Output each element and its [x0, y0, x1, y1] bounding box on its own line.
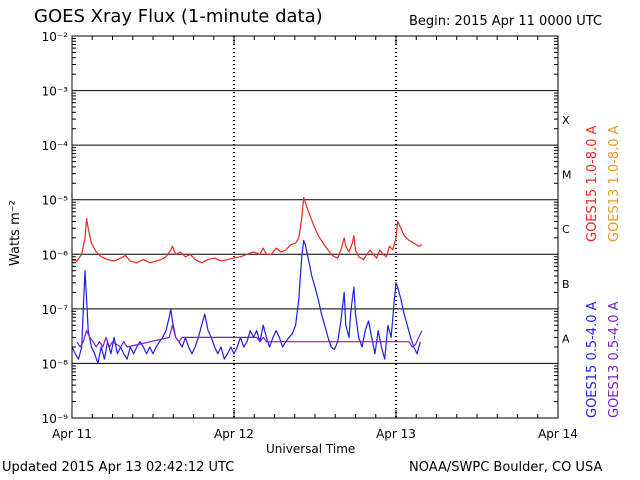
flare-class-label: M [562, 169, 572, 182]
x-tick-label: Apr 12 [214, 427, 254, 441]
x-axis-label: Universal Time [266, 442, 356, 456]
legend-entry: GOES13 0.5-4.0 A [607, 301, 622, 418]
credit-text: NOAA/SWPC Boulder, CO USA [409, 460, 603, 475]
x-tick-label: Apr 13 [376, 427, 416, 441]
y-tick-label: 10⁻⁸ [42, 357, 69, 371]
x-tick-label: Apr 11 [52, 427, 92, 441]
y-tick-label: 10⁻⁷ [42, 303, 69, 317]
chart-title: GOES Xray Flux (1-minute data) [34, 6, 323, 27]
flare-class-labels: X M C B A [562, 114, 572, 345]
legend-entry: GOES15 1.0-8.0 A [585, 125, 600, 242]
y-tick-label: 10⁻⁴ [42, 139, 69, 153]
grid-lines [72, 36, 558, 418]
flare-class-label: C [562, 223, 570, 236]
flare-class-label: A [562, 332, 570, 345]
begin-time: Begin: 2015 Apr 11 0000 UTC [409, 14, 603, 29]
y-tick-label: 10⁻² [42, 30, 69, 44]
series-line-2 [71, 239, 421, 364]
series-line-3 [76, 324, 423, 348]
series-line-0 [71, 196, 423, 264]
y-axis-label: Watts m⁻² [8, 200, 23, 266]
flare-class-label: B [562, 278, 570, 291]
y-tick-label: 10⁻³ [42, 85, 69, 99]
updated-timestamp: Updated 2015 Apr 13 02:42:12 UTC [2, 460, 235, 475]
y-tick-label: 10⁻⁹ [42, 412, 69, 426]
legend-entry: GOES15 0.5-4.0 A [585, 301, 600, 418]
legend-entry: GOES13 1.0-8.0 A [607, 125, 622, 242]
y-tick-label: 10⁻⁶ [42, 248, 69, 262]
flare-class-label: X [562, 114, 570, 127]
series-layer [71, 196, 423, 364]
y-tick-label: 10⁻⁵ [42, 194, 69, 208]
axes: 10⁻⁹ 10⁻⁸ 10⁻⁷ 10⁻⁶ 10⁻⁵ 10⁻⁴ 10⁻³ 10⁻² Apr 11 Ap… [42, 30, 578, 441]
x-tick-label: Apr 14 [538, 427, 578, 441]
